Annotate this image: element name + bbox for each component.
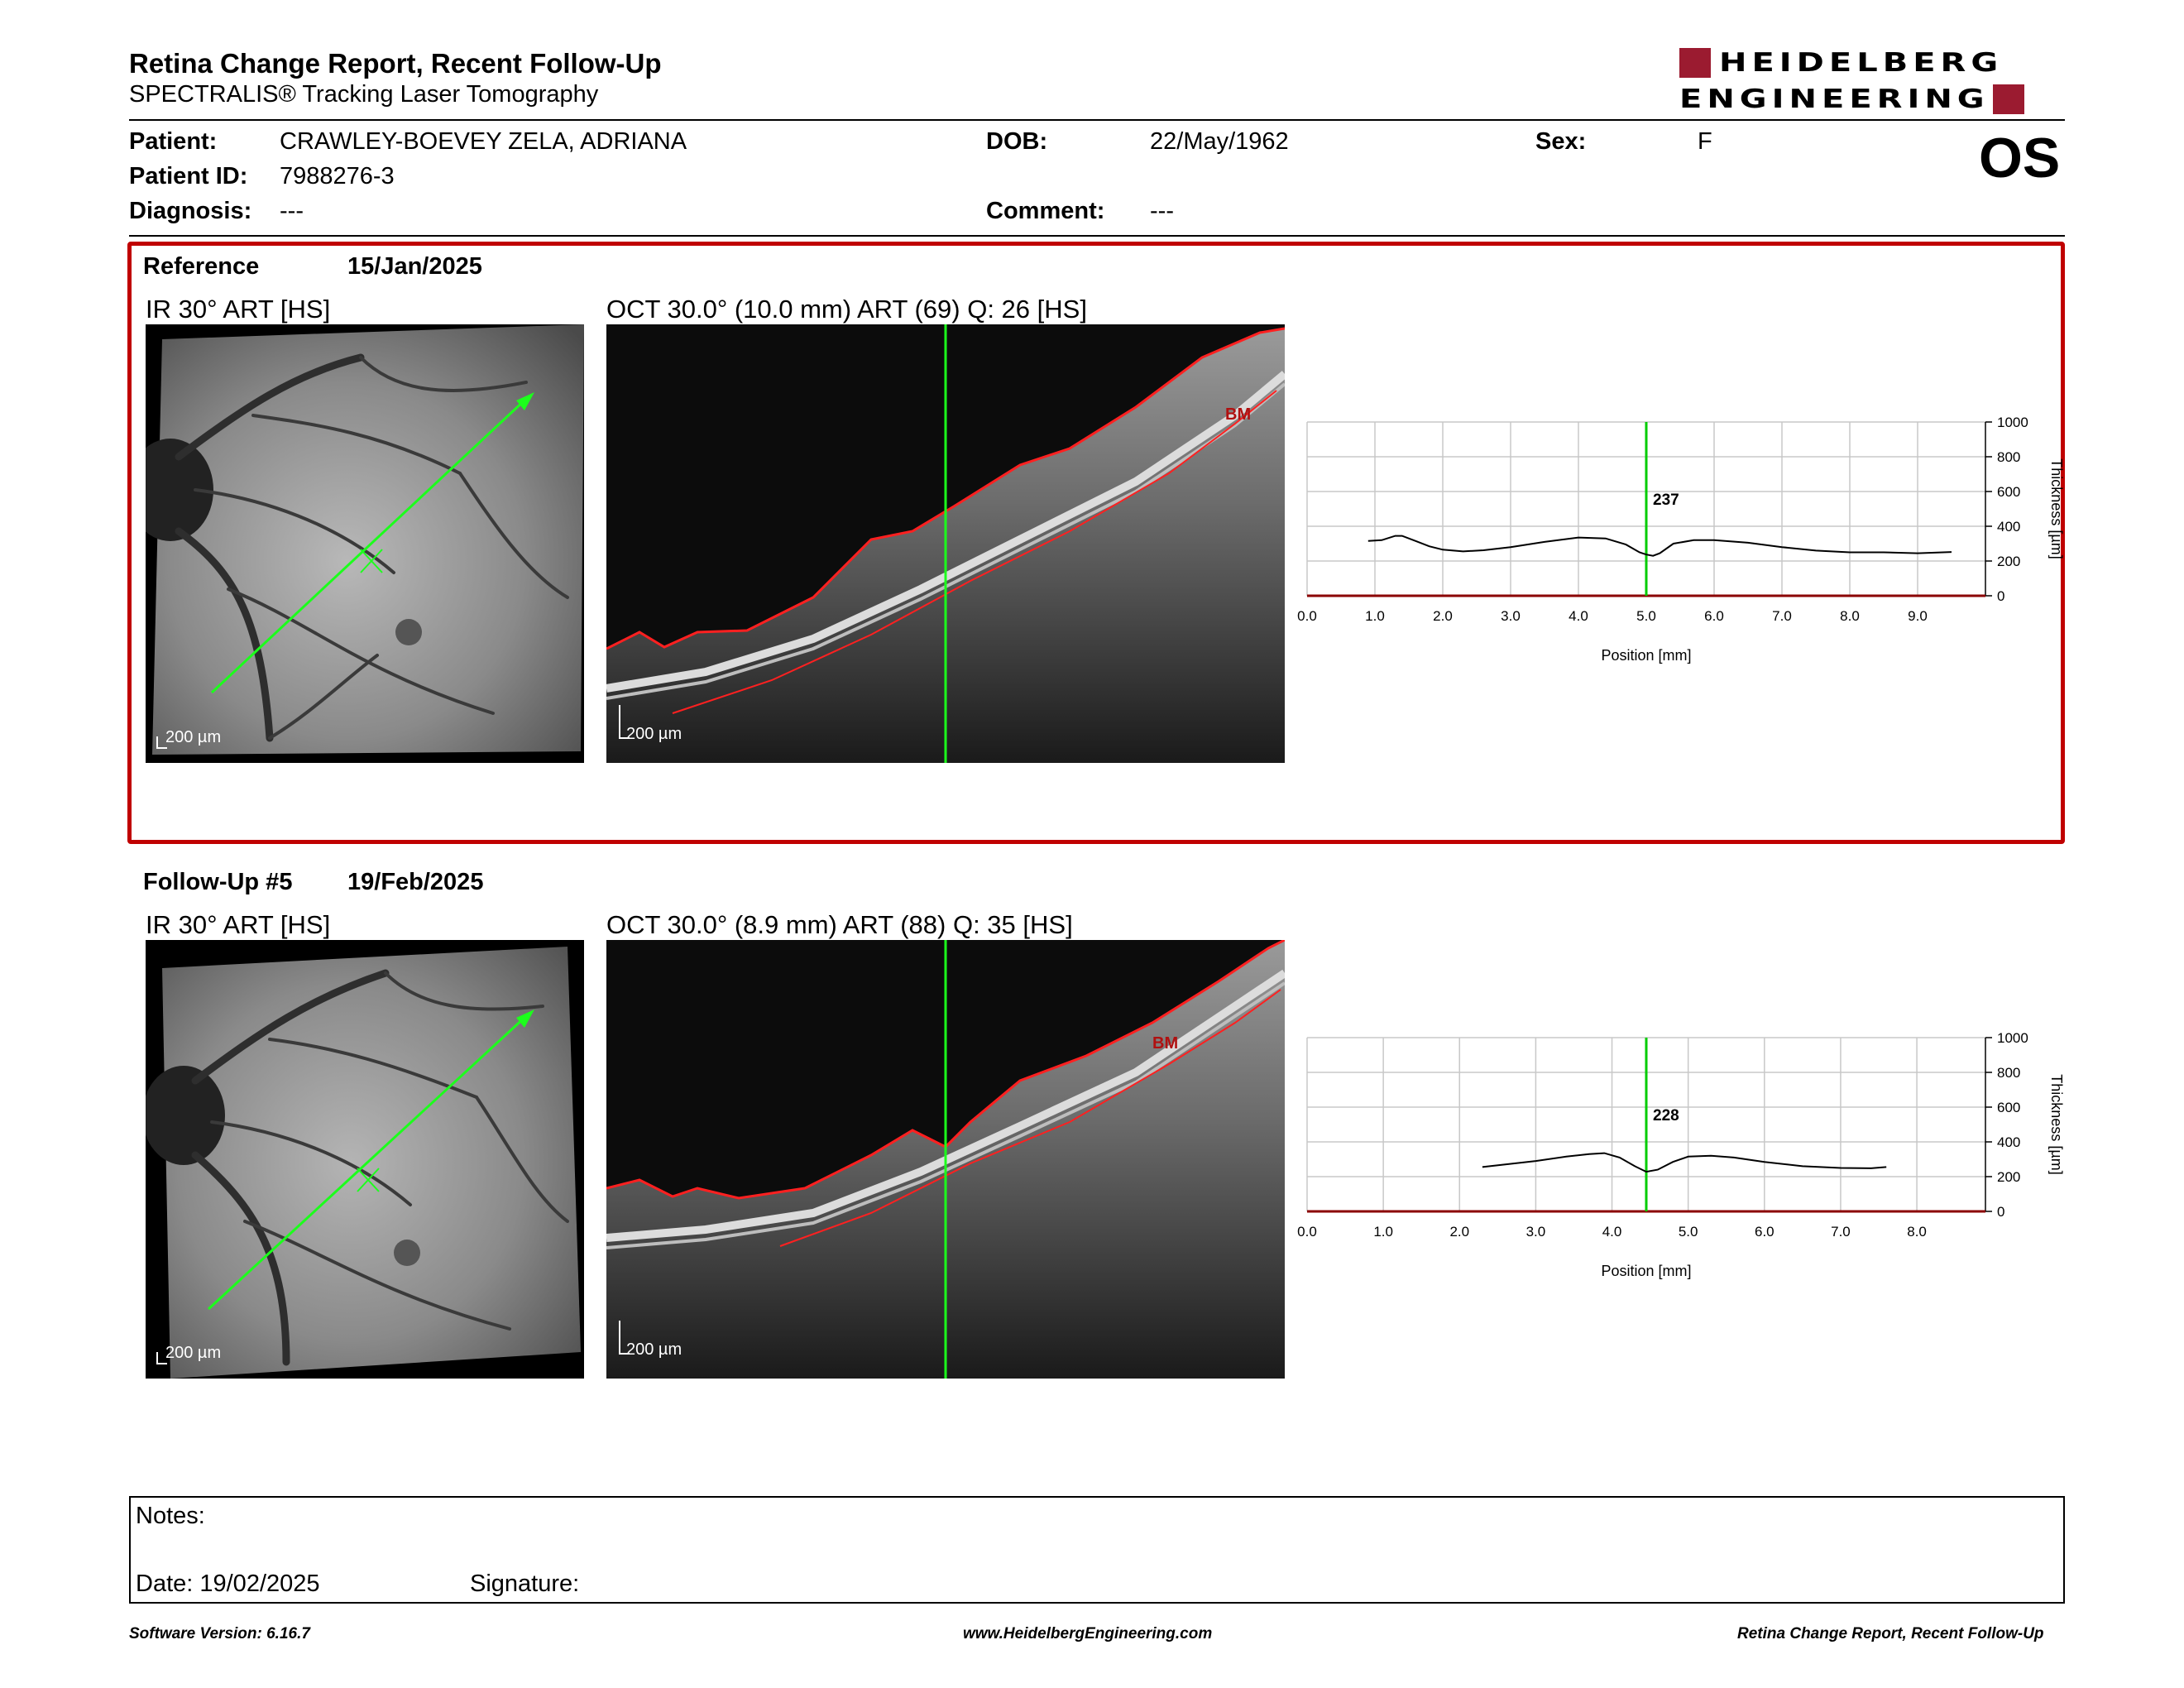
y-tick-label: 1000 <box>1997 415 2028 430</box>
comment-label: Comment: <box>986 198 1105 224</box>
reference-ir-image: 200 µm <box>146 324 584 763</box>
y-tick-label: 400 <box>1997 519 2020 535</box>
reference-oct-scale: 200 µm <box>626 725 682 743</box>
patient-label: Patient: <box>129 128 218 155</box>
reference-ir-scale: 200 µm <box>165 728 222 746</box>
x-tick-label: 3.0 <box>1501 608 1521 624</box>
y-tick-label: 0 <box>1997 588 2004 604</box>
x-tick-label: 6.0 <box>1755 1224 1774 1240</box>
heidelberg-logo: HEIDELBERG ENGINEERING <box>1679 46 2065 116</box>
followup-bm-label: BM <box>1152 1034 1179 1053</box>
x-tick-label: 1.0 <box>1373 1224 1393 1240</box>
x-axis-label: Position [mm] <box>1601 647 1691 664</box>
patient-name: CRAWLEY-BOEVEY ZELA, ADRIANA <box>280 128 687 155</box>
dob-value: 22/May/1962 <box>1150 128 1289 155</box>
x-tick-label: 3.0 <box>1526 1224 1546 1240</box>
diagnosis-value: --- <box>280 198 304 224</box>
reference-ir-title: IR 30° ART [HS] <box>146 295 331 324</box>
notes-label: Notes: <box>136 1503 205 1529</box>
comment-value: --- <box>1150 198 1174 224</box>
reference-box <box>127 242 2065 844</box>
notes-date: Date: 19/02/2025 <box>136 1571 320 1597</box>
y-tick-label: 1000 <box>1997 1030 2028 1046</box>
logo-text-line1: HEIDELBERG <box>1719 48 2004 78</box>
x-tick-label: 4.0 <box>1602 1224 1622 1240</box>
thickness-line <box>1367 535 1952 557</box>
patient-rule <box>129 235 2065 237</box>
x-tick-label: 7.0 <box>1831 1224 1851 1240</box>
reference-oct-image: BM 200 µm <box>606 324 1285 763</box>
followup-ir-image: 200 µm <box>146 940 584 1379</box>
patient-id: 7988276-3 <box>280 163 395 189</box>
x-tick-label: 0.0 <box>1297 608 1317 624</box>
marker-value-label: 228 <box>1653 1107 1679 1125</box>
footer-version: Software Version: 6.16.7 <box>129 1625 310 1642</box>
logo-square-right <box>1992 84 2024 114</box>
footer-url[interactable]: www.HeidelbergEngineering.com <box>963 1625 1213 1642</box>
y-tick-label: 200 <box>1997 554 2020 569</box>
x-tick-label: 5.0 <box>1679 1224 1698 1240</box>
x-tick-label: 4.0 <box>1569 608 1588 624</box>
logo-square-left <box>1679 48 1711 78</box>
thickness-line <box>1482 1152 1887 1173</box>
followup-thickness-chart: 0.0 1.0 2.0 3.0 4.0 5.0 6.0 7.0 8.0 0 200 400 600 800… <box>1297 1030 2065 1279</box>
y-tick-label: 200 <box>1997 1169 2020 1185</box>
y-tick-label: 400 <box>1997 1134 2020 1150</box>
followup-oct-image: BM 200 µm <box>606 940 1285 1379</box>
dob-label: DOB: <box>986 128 1048 155</box>
y-tick-label: 800 <box>1997 1065 2020 1081</box>
sex-label: Sex: <box>1535 128 1587 155</box>
followup-ir-scale: 200 µm <box>165 1344 222 1362</box>
x-axis-label: Position [mm] <box>1601 1263 1691 1279</box>
reference-bm-label: BM <box>1225 405 1252 424</box>
patient-id-label: Patient ID: <box>129 163 248 189</box>
diagnosis-label: Diagnosis: <box>129 198 252 224</box>
reference-thickness-chart: 0.0 1.0 2.0 3.0 4.0 5.0 6.0 7.0 8.0 9.0 0 200 400 600… <box>1297 415 2065 664</box>
reference-label: Reference <box>143 253 260 280</box>
followup-date: 19/Feb/2025 <box>347 869 484 895</box>
y-tick-label: 600 <box>1997 484 2020 500</box>
followup-oct-title: OCT 30.0° (8.9 mm) ART (88) Q: 35 [HS] <box>606 910 1073 939</box>
notes-box: Notes: Date: 19/02/2025 Signature: <box>129 1496 2065 1604</box>
x-tick-label: 8.0 <box>1907 1224 1927 1240</box>
y-axis-label: Thickness [µm] <box>2048 1074 2065 1174</box>
reference-oct-title: OCT 30.0° (10.0 mm) ART (69) Q: 26 [HS] <box>606 295 1087 324</box>
followup-label: Follow-Up #5 <box>143 869 293 895</box>
footer-report-name: Retina Change Report, Recent Follow-Up <box>1737 1625 2044 1642</box>
followup-ir-title: IR 30° ART [HS] <box>146 910 331 939</box>
y-tick-label: 600 <box>1997 1100 2020 1115</box>
y-tick-label: 800 <box>1997 449 2020 465</box>
followup-oct-scale: 200 µm <box>626 1340 682 1359</box>
report-title: Retina Change Report, Recent Follow-Up <box>129 48 662 79</box>
sex-value: F <box>1698 128 1712 155</box>
y-tick-label: 0 <box>1997 1204 2004 1220</box>
x-tick-label: 0.0 <box>1297 1224 1317 1240</box>
x-tick-label: 1.0 <box>1365 608 1385 624</box>
x-tick-label: 6.0 <box>1704 608 1724 624</box>
x-tick-label: 2.0 <box>1449 1224 1469 1240</box>
x-tick-label: 2.0 <box>1433 608 1453 624</box>
signature-label: Signature: <box>470 1571 580 1597</box>
marker-value-label: 237 <box>1653 492 1679 509</box>
eye-indicator: OS <box>1979 127 2061 189</box>
reference-date: 15/Jan/2025 <box>347 253 482 280</box>
x-tick-label: 9.0 <box>1908 608 1928 624</box>
x-tick-label: 7.0 <box>1772 608 1792 624</box>
y-axis-label: Thickness [µm] <box>2048 458 2065 559</box>
report-subtitle: SPECTRALIS® Tracking Laser Tomography <box>129 81 599 108</box>
x-tick-label: 5.0 <box>1636 608 1656 624</box>
x-tick-label: 8.0 <box>1840 608 1860 624</box>
logo-text-line2: ENGINEERING <box>1679 84 1990 114</box>
header-rule <box>129 119 2065 121</box>
